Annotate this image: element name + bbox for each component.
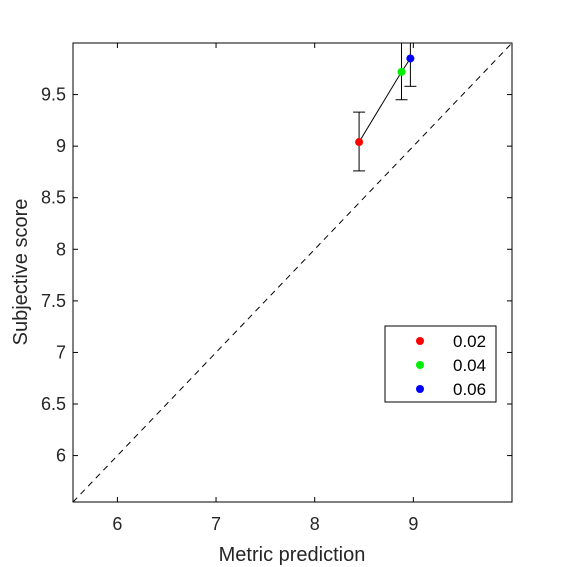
x-tick-label: 8 [310,514,320,534]
y-tick-label: 8.5 [41,188,66,208]
legend-marker [416,337,424,345]
legend-marker [416,385,424,393]
legend: 0.02 0.04 0.06 [384,325,497,403]
y-tick-label: 6.5 [41,394,66,414]
y-axis-label: Subjective score [10,199,32,346]
x-tick-label: 7 [211,514,221,534]
data-point-0.06 [406,54,415,63]
data-point-0.02 [355,138,364,147]
data-points [355,54,415,147]
legend-label: 0.06 [453,380,486,399]
y-tick-label: 7.5 [41,291,66,311]
legend-label: 0.02 [453,332,486,351]
x-axis-label: Metric prediction [219,544,366,566]
legend-box [384,325,497,403]
y-tick-label: 6 [56,446,66,466]
y-tick-label: 9 [56,136,66,156]
legend-label: 0.04 [453,356,486,375]
legend-marker [416,361,424,369]
y-tick-label: 7 [56,342,66,362]
data-point-0.04 [397,67,406,76]
y-tick-label: 9.5 [41,85,66,105]
x-axis: 6 7 8 9 [112,43,418,534]
x-tick-label: 9 [408,514,418,534]
reference-line [72,42,513,503]
y-axis: 6 6.5 7 7.5 8 8.5 9 9.5 [41,85,512,466]
x-tick-label: 6 [112,514,122,534]
y-tick-label: 8 [56,239,66,259]
legend-items: 0.02 0.04 0.06 [416,332,486,399]
